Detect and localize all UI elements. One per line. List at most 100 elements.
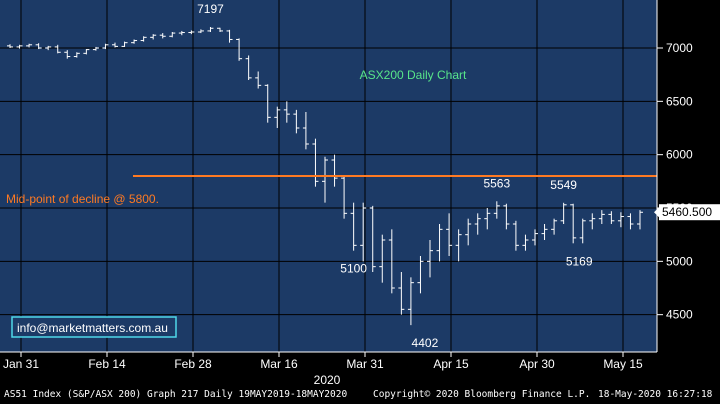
x-tick-label: Apr 30 bbox=[519, 357, 555, 371]
ohlc-bar bbox=[360, 202, 367, 262]
y-tick-label: 6500 bbox=[666, 94, 693, 108]
watermark-box: info@marketmatters.com.au bbox=[11, 316, 177, 338]
ohlc-bar bbox=[73, 52, 80, 58]
y-tick-label: 7000 bbox=[666, 41, 693, 55]
ohlc-bar bbox=[388, 229, 395, 294]
ohlc-bar bbox=[283, 101, 290, 123]
watermark-frame bbox=[11, 316, 177, 338]
last-price-pointer bbox=[654, 206, 660, 219]
x-tick-label: Mar 31 bbox=[346, 357, 384, 371]
ohlc-bar bbox=[7, 44, 13, 48]
ohlc-bar bbox=[121, 41, 128, 47]
ohlc-bar bbox=[598, 210, 605, 224]
ohlc-bar bbox=[102, 43, 109, 50]
ohlc-bar bbox=[207, 26, 214, 32]
ohlc-bar bbox=[398, 272, 405, 315]
ohlc-bar bbox=[255, 71, 262, 89]
ohlc-bar bbox=[522, 234, 529, 251]
mid-point-label: Mid-point of decline @ 5800. bbox=[6, 192, 159, 206]
ohlc-bar bbox=[407, 277, 414, 326]
ohlc-bar bbox=[532, 229, 538, 246]
ohlc-bar bbox=[35, 43, 42, 50]
y-axis-panel bbox=[657, 0, 720, 352]
last-price-label: 5460.500 bbox=[662, 205, 712, 219]
ohlc-bar bbox=[112, 42, 118, 48]
ohlc-bar bbox=[484, 208, 491, 230]
ohlc-bar bbox=[379, 234, 386, 283]
ohlc-bar bbox=[589, 213, 596, 230]
x-tick-label: May 15 bbox=[603, 357, 643, 371]
ohlc-bar bbox=[608, 211, 615, 224]
ohlc-bar bbox=[26, 43, 33, 48]
chart-title: ASX200 Daily Chart bbox=[360, 68, 467, 82]
x-tick-label: Feb 28 bbox=[174, 357, 212, 371]
x-axis-panel bbox=[0, 352, 720, 386]
price-annotation: 5563 bbox=[483, 176, 510, 190]
ohlc-bar bbox=[617, 212, 624, 228]
ohlc-bar bbox=[245, 55, 252, 80]
price-annotation: 5169 bbox=[566, 254, 593, 268]
ohlc-bar bbox=[264, 84, 271, 123]
price-annotations: 7197 4402 5563 5549 5100 5169 bbox=[197, 2, 593, 350]
ohlc-bar bbox=[322, 156, 328, 203]
ohlc-bar bbox=[579, 218, 586, 244]
ohlc-bar bbox=[64, 50, 71, 59]
ohlc-bar bbox=[54, 44, 61, 54]
x-axis-ticks: Jan 31 Feb 14 Feb 28 Mar 16 Mar 31 Apr 15 Apr … bbox=[0, 351, 657, 371]
ohlc-bar bbox=[503, 203, 510, 230]
x-tick-label: Jan 31 bbox=[3, 357, 39, 371]
ohlc-bar bbox=[474, 213, 481, 235]
ohlc-bar bbox=[570, 203, 577, 244]
ohlc-bar bbox=[16, 44, 23, 49]
ohlc-bar bbox=[140, 36, 147, 42]
ohlc-bar bbox=[341, 176, 348, 219]
status-copyright: Copyright© 2020 Bloomberg Finance L.P. bbox=[373, 389, 591, 400]
ohlc-bar bbox=[92, 46, 99, 51]
last-price-badge: 5460.500 bbox=[654, 204, 720, 221]
ohlc-bar bbox=[417, 256, 424, 294]
y-tick-label: 6000 bbox=[666, 148, 693, 162]
price-annotation: 5549 bbox=[550, 178, 577, 192]
ohlc-bar bbox=[217, 27, 223, 32]
y-tick-label: 5000 bbox=[666, 254, 693, 268]
ohlc-bar bbox=[197, 29, 204, 34]
x-tick-label: Feb 14 bbox=[88, 357, 126, 371]
status-bar: AS51 Index (S&P/ASX 200) Graph 217 Daily… bbox=[0, 386, 720, 404]
ohlc-bar bbox=[226, 29, 233, 43]
ohlc-bar bbox=[150, 34, 157, 40]
ohlc-bar bbox=[560, 202, 567, 224]
ohlc-bar bbox=[159, 33, 166, 39]
asx200-chart: Mid-point of decline @ 5800. ASX200 Dail… bbox=[0, 0, 720, 386]
ohlc-bar bbox=[493, 201, 500, 219]
ohlc-bar bbox=[312, 138, 319, 187]
ohlc-bar bbox=[188, 30, 195, 35]
ohlc-bar bbox=[455, 229, 462, 262]
x-year-label: 2020 bbox=[314, 373, 341, 386]
ohlc-bar bbox=[436, 224, 443, 262]
x-tick-label: Mar 16 bbox=[260, 357, 298, 371]
ohlc-bar bbox=[169, 32, 176, 38]
y-tick-label: 4500 bbox=[666, 308, 693, 322]
price-annotation: 4402 bbox=[412, 336, 439, 350]
ohlc-bar bbox=[350, 202, 357, 251]
status-index: AS51 Index (S&P/ASX 200) Graph 217 Daily… bbox=[4, 389, 348, 400]
last-price-box bbox=[659, 204, 720, 221]
ohlc-bar bbox=[178, 30, 185, 36]
ohlc-bar bbox=[83, 49, 90, 55]
ohlc-bar bbox=[627, 213, 634, 230]
ohlc-bar bbox=[369, 205, 376, 272]
price-annotation: 5100 bbox=[340, 262, 367, 276]
status-timestamp: 18-May-2020 16:27:18 bbox=[598, 389, 713, 400]
price-bars bbox=[7, 26, 643, 326]
ohlc-bar bbox=[427, 240, 433, 278]
ohlc-bar bbox=[45, 45, 52, 51]
price-annotation: 7197 bbox=[197, 2, 224, 16]
ohlc-bar bbox=[302, 112, 309, 150]
ohlc-bar bbox=[551, 218, 558, 235]
ohlc-bar bbox=[465, 218, 472, 246]
ohlc-bar bbox=[512, 220, 519, 251]
ohlc-bar bbox=[446, 213, 453, 256]
ohlc-bar bbox=[541, 224, 548, 240]
ohlc-bar bbox=[293, 109, 300, 134]
ohlc-bar bbox=[331, 154, 338, 187]
